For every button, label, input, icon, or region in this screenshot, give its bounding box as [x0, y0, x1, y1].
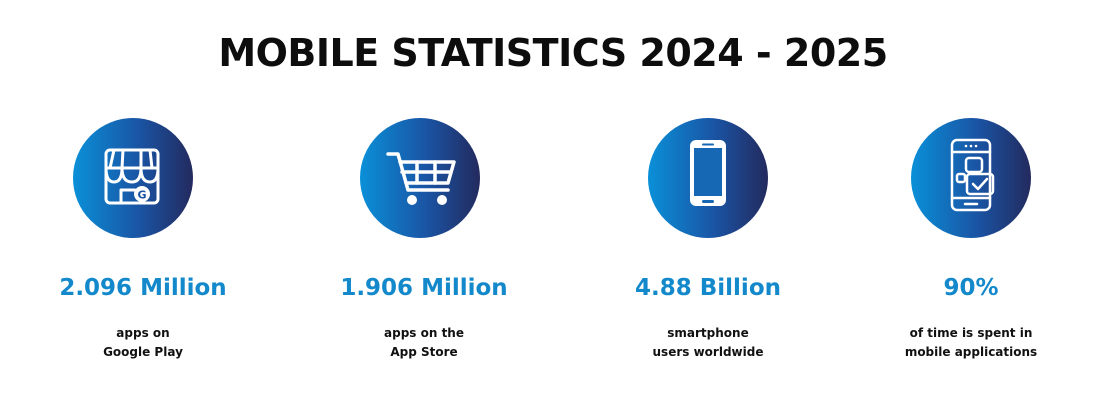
- icon-circle: [911, 118, 1031, 238]
- stat-value: 2.096 Million: [59, 275, 227, 301]
- google-play-store-icon: G: [104, 148, 160, 205]
- stat-description-line: apps on: [116, 326, 170, 340]
- stat-description: of time is spent in mobile applications: [841, 324, 1101, 362]
- stat-description: smartphone users worldwide: [578, 324, 838, 362]
- stat-description: apps on the App Store: [294, 324, 554, 362]
- stat-app-store: 1.906 Million apps on the App Store: [294, 0, 554, 400]
- stat-description: apps on Google Play: [13, 324, 273, 362]
- icon-circle: [360, 118, 480, 238]
- icon-circle: [648, 118, 768, 238]
- stat-smartphone-users: 4.88 Billion smartphone users worldwide: [578, 0, 838, 400]
- stat-description-line: Google Play: [103, 345, 183, 359]
- shopping-cart-icon: [386, 152, 456, 205]
- stat-google-play: G 2.096 Million apps on Google Play: [13, 0, 273, 400]
- stat-value: 1.906 Million: [340, 275, 508, 301]
- stat-description-line: users worldwide: [652, 345, 764, 359]
- icon-circle: G: [73, 118, 193, 238]
- page-title: MOBILE STATISTICS 2024 - 2025: [218, 31, 888, 75]
- stat-time-in-apps: 90% of time is spent in mobile applicati…: [841, 0, 1101, 400]
- mobile-app-icon: [950, 138, 995, 212]
- stat-description-line: of time is spent in: [909, 326, 1033, 340]
- stat-value: 4.88 Billion: [635, 275, 781, 301]
- stat-description-line: apps on the: [384, 326, 464, 340]
- svg-text:G: G: [137, 189, 146, 202]
- stat-description-line: App Store: [390, 345, 458, 359]
- stat-description-line: smartphone: [667, 326, 749, 340]
- smartphone-icon: [690, 140, 726, 206]
- stat-description-line: mobile applications: [904, 345, 1038, 359]
- stat-value: 90%: [943, 275, 999, 301]
